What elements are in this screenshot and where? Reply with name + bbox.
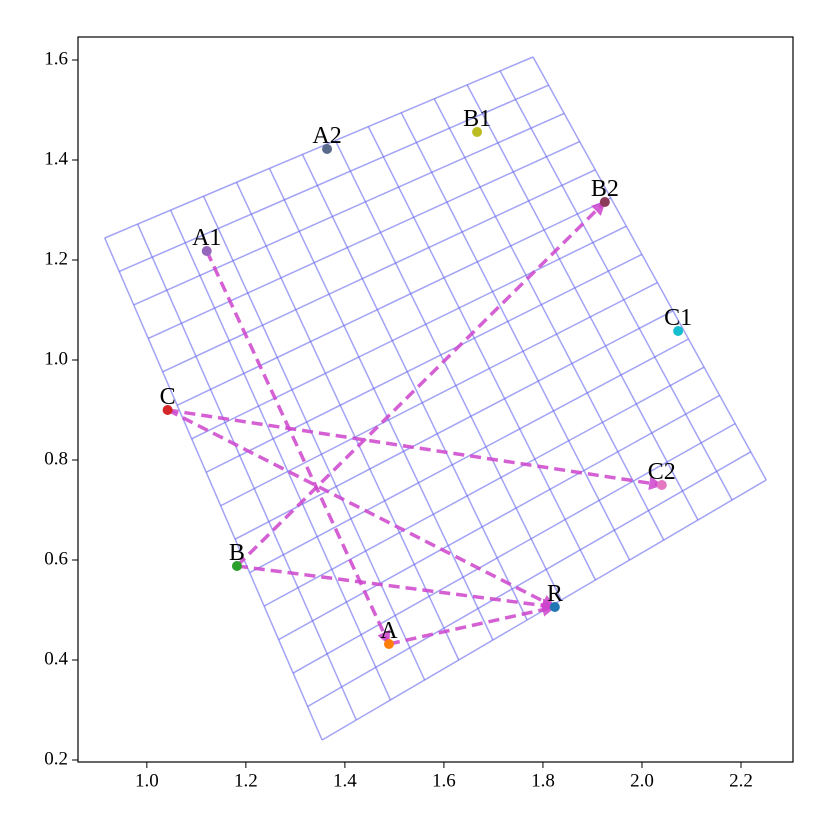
plot-frame xyxy=(77,36,794,763)
point xyxy=(383,639,394,649)
mesh-line xyxy=(263,366,705,607)
point xyxy=(472,127,483,137)
y-tick-label: 1.2 xyxy=(44,248,68,269)
mesh-line xyxy=(176,197,612,407)
mesh-line xyxy=(532,56,767,481)
link xyxy=(235,200,607,568)
point xyxy=(673,326,684,336)
point xyxy=(549,602,560,612)
point xyxy=(599,197,610,207)
mesh-line xyxy=(235,181,460,661)
link xyxy=(205,250,391,646)
point-label: C xyxy=(160,384,176,410)
mesh-line xyxy=(466,84,699,521)
x-tick-label: 2.2 xyxy=(729,770,753,791)
point-label: B2 xyxy=(591,176,619,202)
x-tick-label: 1.2 xyxy=(234,770,258,791)
y-tick-label: 1.4 xyxy=(44,148,68,169)
point-label: C1 xyxy=(664,305,692,331)
y-tick-label: 1.6 xyxy=(44,48,68,69)
mesh-line xyxy=(205,253,643,473)
point-label: A1 xyxy=(192,225,221,251)
mesh-line xyxy=(249,338,689,574)
y-tick-label: 0.4 xyxy=(44,648,68,669)
mesh-line xyxy=(118,84,549,273)
point-label: A2 xyxy=(312,123,341,149)
mesh-line xyxy=(104,237,323,741)
y-tick-label: 1.0 xyxy=(44,348,68,369)
point xyxy=(162,405,173,415)
point xyxy=(231,561,242,571)
point xyxy=(656,480,667,490)
mesh-line xyxy=(278,394,720,641)
mesh-line xyxy=(220,281,658,507)
mesh-line xyxy=(301,154,528,621)
mesh-line xyxy=(162,169,596,373)
x-tick-label: 1.4 xyxy=(333,770,357,791)
y-tick-label: 0.2 xyxy=(44,748,68,769)
y-tick-label: 0.8 xyxy=(44,448,68,469)
point-label: B xyxy=(229,540,245,566)
mesh-line xyxy=(202,195,426,681)
mesh-line xyxy=(292,422,736,674)
link xyxy=(167,408,664,491)
x-tick-label: 1.6 xyxy=(432,770,456,791)
link xyxy=(236,564,557,613)
point-label: R xyxy=(547,581,563,607)
point xyxy=(201,246,212,256)
mesh-line xyxy=(400,112,631,561)
mesh-line xyxy=(268,168,494,641)
mesh-line xyxy=(136,223,357,721)
mesh-line xyxy=(104,56,534,239)
point-label: C2 xyxy=(648,459,676,485)
mesh-line xyxy=(147,140,580,340)
mesh-line xyxy=(334,140,562,601)
x-tick-label: 1.8 xyxy=(531,770,555,791)
point xyxy=(322,144,333,154)
mesh-line xyxy=(169,209,392,701)
mesh-line xyxy=(499,70,733,501)
x-tick-label: 1.0 xyxy=(135,770,159,791)
mesh-line xyxy=(191,225,627,440)
mesh-line xyxy=(307,451,752,708)
y-tick-label: 0.6 xyxy=(44,548,68,569)
mesh-line xyxy=(234,310,674,540)
mesh-line xyxy=(367,126,597,581)
point-label: B1 xyxy=(463,106,491,132)
link xyxy=(388,602,557,646)
x-tick-label: 2.0 xyxy=(630,770,654,791)
mesh-line xyxy=(433,98,665,541)
link xyxy=(166,408,557,609)
point-label: A xyxy=(380,618,398,644)
mesh-line xyxy=(133,112,565,306)
